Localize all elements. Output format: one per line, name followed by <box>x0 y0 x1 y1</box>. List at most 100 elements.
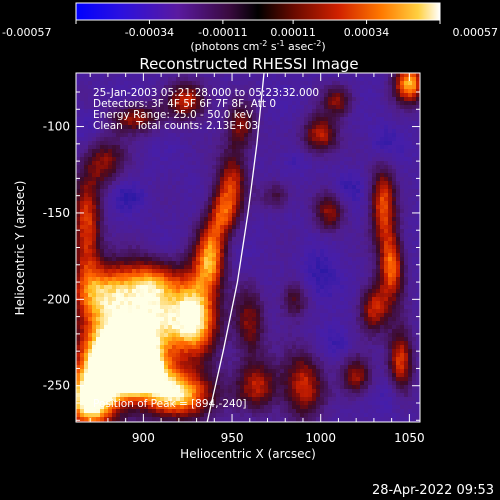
heatmap-cell <box>352 181 357 186</box>
heatmap-cell <box>180 281 185 286</box>
heatmap-cell <box>312 277 317 282</box>
heatmap-cell <box>404 213 409 218</box>
heatmap-cell <box>176 157 181 162</box>
heatmap-cell <box>280 125 285 130</box>
heatmap-cell <box>308 137 313 142</box>
heatmap-cell <box>320 145 325 150</box>
heatmap-cell <box>96 149 101 154</box>
heatmap-cell <box>372 273 377 278</box>
heatmap-cell <box>132 193 137 198</box>
heatmap-cell <box>388 201 393 206</box>
heatmap-cell <box>180 105 185 110</box>
heatmap-cell <box>112 141 117 146</box>
heatmap-cell <box>328 253 333 258</box>
heatmap-cell <box>288 113 293 118</box>
heatmap-cell <box>348 169 353 174</box>
heatmap-cell <box>100 129 105 134</box>
heatmap-cell <box>128 173 133 178</box>
heatmap-cell <box>392 185 397 190</box>
heatmap-cell <box>244 205 249 210</box>
heatmap-cell <box>272 145 277 150</box>
heatmap-cell <box>132 273 137 278</box>
heatmap-cell <box>164 157 169 162</box>
heatmap-cell <box>244 133 249 138</box>
heatmap-cell <box>248 213 253 218</box>
heatmap-cell <box>384 141 389 146</box>
heatmap-cell <box>300 145 305 150</box>
heatmap-cell <box>292 237 297 242</box>
heatmap-cell <box>240 121 245 126</box>
heatmap-cell <box>84 293 89 298</box>
heatmap-cell <box>88 181 93 186</box>
heatmap-cell <box>216 129 221 134</box>
heatmap-cell <box>268 233 273 238</box>
heatmap-cell <box>80 301 85 306</box>
heatmap-cell <box>136 81 141 86</box>
heatmap-cell <box>356 89 361 94</box>
heatmap-cell <box>140 205 145 210</box>
heatmap-cell <box>140 301 145 306</box>
heatmap-cell <box>256 281 261 286</box>
heatmap-cell <box>376 89 381 94</box>
heatmap-cell <box>380 269 385 274</box>
heatmap-cell <box>396 125 401 130</box>
heatmap-cell <box>308 277 313 282</box>
heatmap-cell <box>172 217 177 222</box>
heatmap-cell <box>184 73 189 78</box>
heatmap-cell <box>268 265 273 270</box>
heatmap-cell <box>136 157 141 162</box>
heatmap-cell <box>228 117 233 122</box>
heatmap-cell <box>304 177 309 182</box>
heatmap-cell <box>88 285 93 290</box>
heatmap-cell <box>236 197 241 202</box>
heatmap-cell <box>292 273 297 278</box>
heatmap-cell <box>340 201 345 206</box>
heatmap-cell <box>192 277 197 282</box>
heatmap-cell <box>372 85 377 90</box>
heatmap-cell <box>320 185 325 190</box>
heatmap-cell <box>412 245 417 250</box>
heatmap-cell <box>396 293 401 298</box>
heatmap-cell <box>328 273 333 278</box>
heatmap-cell <box>76 133 81 138</box>
heatmap-cell <box>372 205 377 210</box>
heatmap-cell <box>340 177 345 182</box>
heatmap-cell <box>144 165 149 170</box>
heatmap-cell <box>180 237 185 242</box>
heatmap-cell <box>180 145 185 150</box>
heatmap-cell <box>276 173 281 178</box>
heatmap-cell <box>140 213 145 218</box>
heatmap-cell <box>308 213 313 218</box>
heatmap-cell <box>128 85 133 90</box>
heatmap-cell <box>80 113 85 118</box>
heatmap-cell <box>356 93 361 98</box>
heatmap-cell <box>216 141 221 146</box>
heatmap-cell <box>116 277 121 282</box>
heatmap-cell <box>272 177 277 182</box>
heatmap-cell <box>148 181 153 186</box>
heatmap-cell <box>212 177 217 182</box>
heatmap-cell <box>164 205 169 210</box>
heatmap-cell <box>76 213 81 218</box>
heatmap-cell <box>88 221 93 226</box>
heatmap-cell <box>292 245 297 250</box>
heatmap-cell <box>84 193 89 198</box>
heatmap-cell <box>296 277 301 282</box>
heatmap-cell <box>304 261 309 266</box>
heatmap-cell <box>376 241 381 246</box>
heatmap-cell <box>208 293 213 298</box>
heatmap-cell <box>212 121 217 126</box>
heatmap-cell <box>328 221 333 226</box>
heatmap-cell <box>384 189 389 194</box>
heatmap-cell <box>316 225 321 230</box>
heatmap-cell <box>112 205 117 210</box>
heatmap-cell <box>100 265 105 270</box>
heatmap-cell <box>176 205 181 210</box>
heatmap-cell <box>284 221 289 226</box>
heatmap-cell <box>384 89 389 94</box>
heatmap-cell <box>404 121 409 126</box>
heatmap-cell <box>96 169 101 174</box>
heatmap-cell <box>344 193 349 198</box>
heatmap-cell <box>260 241 265 246</box>
heatmap-cell <box>128 113 133 118</box>
